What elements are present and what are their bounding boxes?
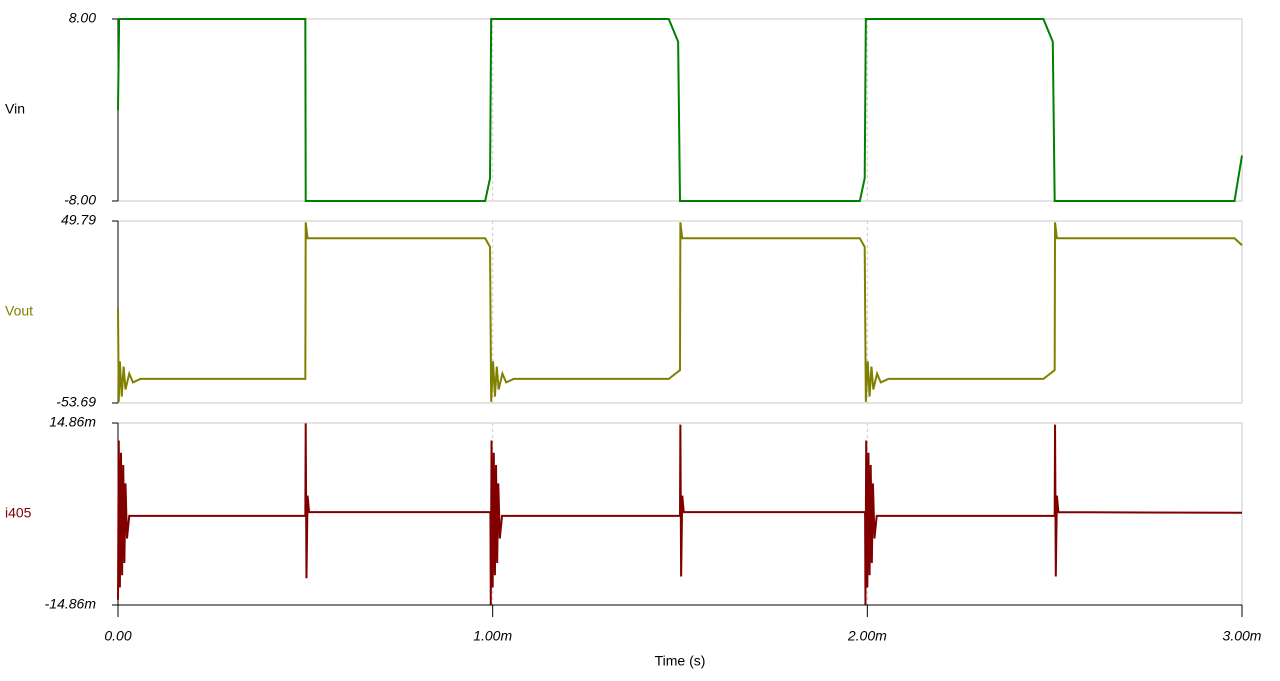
series-line [117,423,1243,605]
x-tick-label: 0.00 [104,628,131,644]
y-tick-label: 8.00 [69,10,96,26]
x-axis-label: Time (s) [655,653,706,669]
series-label: Vin [5,101,25,117]
series-label: Vout [5,303,33,319]
y-tick-label: -8.00 [64,192,96,208]
series-label: i405 [5,505,32,521]
y-tick-label: -14.86m [45,596,97,612]
x-tick-label: 3.00m [1223,628,1262,644]
x-tick-label: 2.00m [847,628,887,644]
y-tick-label: 14.86m [49,414,96,430]
series-line [117,18,1243,202]
x-tick-label: 1.00m [473,628,512,644]
series-line [117,222,1243,402]
y-tick-label: -53.69 [56,394,96,410]
y-tick-label: 49.79 [61,212,96,228]
